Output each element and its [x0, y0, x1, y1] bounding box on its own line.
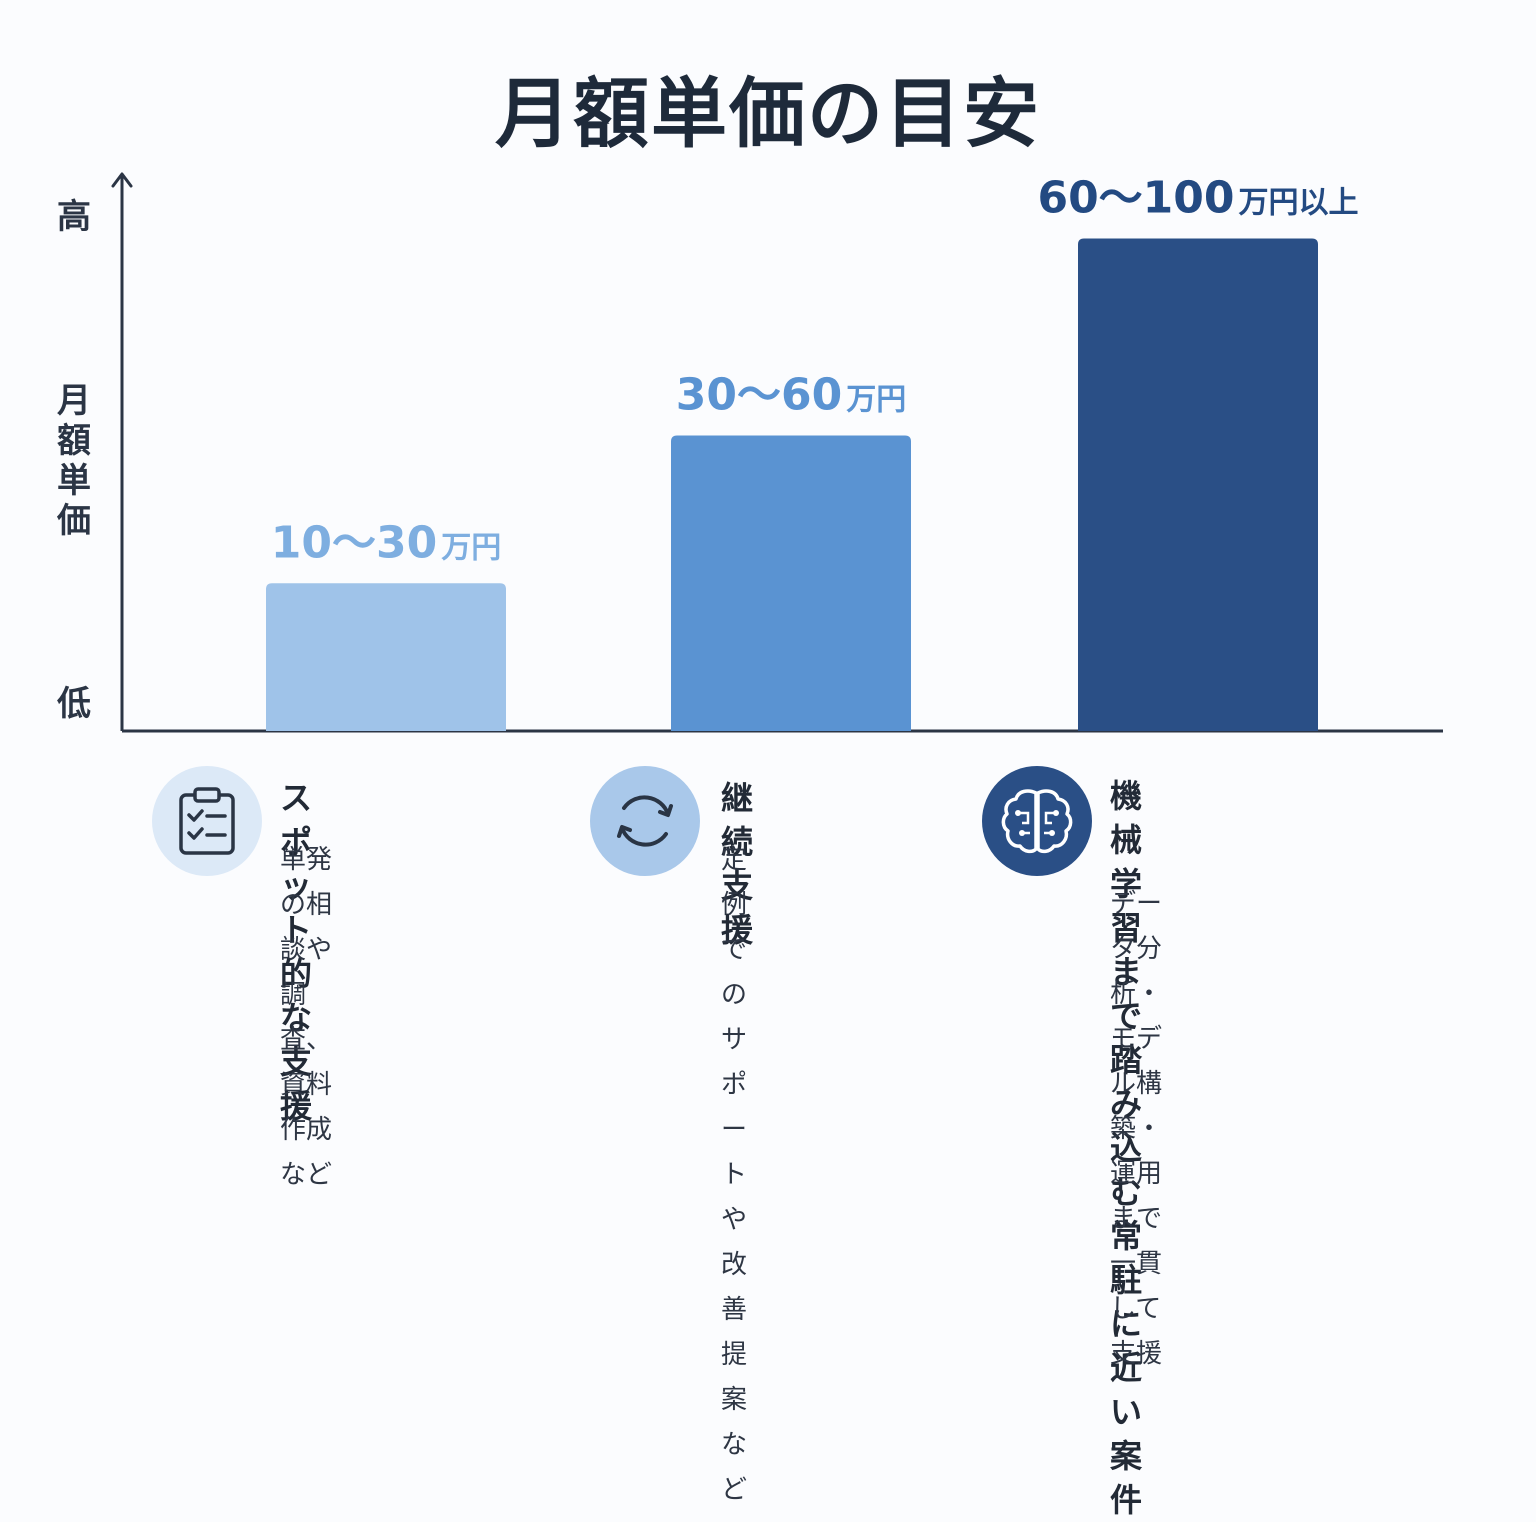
- card-description: 単発の相談や調査、 資料作成など: [280, 845, 333, 1190]
- brain-circuit-icon: [1001, 789, 1073, 854]
- card-description: 定例でのサポートや 改善提案など: [721, 845, 748, 1505]
- bar-chart: 高低 月額単価 10～30 万円 30～60 万円 60～100 万円以上: [56, 172, 1443, 733]
- bar-value-label-1: 10～30 万円: [271, 517, 501, 568]
- card-description: データ分析・モデル構築・ 運用まで一貫して支援: [1110, 889, 1163, 1369]
- refresh-cycle-icon: [617, 795, 673, 847]
- card-icon-circle: [590, 766, 700, 876]
- chart-bars: [266, 238, 1318, 731]
- bar-2: [671, 435, 911, 731]
- card-icon-circle: [982, 766, 1092, 876]
- y-axis-low-label: 低: [57, 684, 91, 724]
- card-heading: 継続支援: [721, 779, 754, 949]
- page-title: 月額単価の目安: [495, 69, 1041, 158]
- clipboard-checklist-icon: [179, 787, 235, 855]
- y-axis-arrow: [111, 172, 133, 188]
- bar-value-label-2: 30～60 万円: [676, 370, 906, 421]
- bar-3: [1078, 238, 1318, 731]
- bar-1: [266, 583, 506, 731]
- card-icon-circle: [152, 766, 262, 876]
- y-axis-title: 月額単価: [56, 381, 91, 541]
- chart-bar-labels: 10～30 万円 30～60 万円 60～100 万円以上: [271, 173, 1359, 569]
- bar-value-label-3: 60～100 万円以上: [1037, 173, 1358, 224]
- y-axis-high-label: 高: [57, 197, 91, 237]
